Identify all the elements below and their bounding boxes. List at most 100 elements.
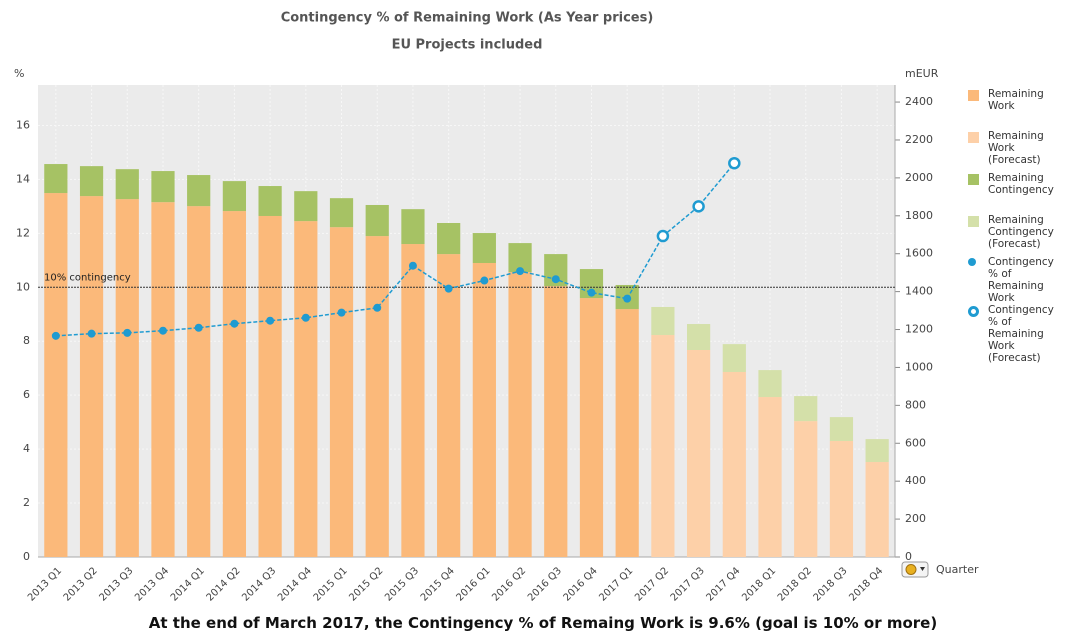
x-tick-label: 2017 Q3 (669, 565, 707, 603)
legend-item: Remaining Work (968, 88, 1084, 130)
bar (294, 191, 318, 222)
bar (615, 309, 639, 557)
line-marker (516, 267, 525, 276)
line-marker (480, 276, 489, 285)
y-tick-label: 10 (16, 280, 30, 293)
y-tick-label: 16 (16, 118, 30, 131)
bar (222, 181, 247, 212)
legend-item: Remaining Work (Forecast) (968, 130, 1084, 172)
bar (472, 262, 496, 557)
x-tick-label: 2014 Q3 (240, 565, 278, 603)
legend-label: Remaining Work (Forecast) (988, 130, 1044, 166)
line-marker (158, 326, 167, 335)
y2-tick-label: 0 (905, 550, 912, 563)
bar (865, 439, 889, 463)
y-tick-label: 6 (23, 388, 30, 401)
y2-tick-label: 1800 (905, 209, 933, 222)
caption: At the end of March 2017, the Contingenc… (148, 614, 938, 632)
bar (508, 272, 532, 557)
y2-tick-label: 1400 (905, 285, 933, 298)
line-connector (626, 235, 664, 299)
x-tick-label: 2017 Q1 (597, 565, 635, 603)
bar (579, 269, 604, 299)
y2-tick-label: 2200 (905, 133, 933, 146)
y2-tick-label: 1600 (905, 247, 933, 260)
x-tick-label: 2016 Q3 (526, 565, 564, 603)
reference-label: 10% contingency (44, 272, 131, 283)
legend-swatch (968, 306, 979, 317)
y-tick-label: 0 (23, 550, 30, 563)
bar (651, 306, 675, 336)
y2-tick-label: 600 (905, 436, 926, 449)
x-tick-label: 2015 Q1 (312, 565, 350, 603)
legend-item: Contingency % of Remaining Work (Forecas… (968, 304, 1084, 364)
plot-area (38, 85, 895, 557)
x-tick-label: 2013 Q4 (133, 565, 171, 603)
legend-swatch (968, 174, 979, 185)
line-marker (194, 323, 203, 332)
bar (508, 243, 532, 273)
legend-label: Remaining Contingency (Forecast) (988, 214, 1054, 250)
x-tick-label: 2014 Q4 (276, 565, 314, 603)
bar (365, 236, 389, 557)
x-tick-label: 2017 Q2 (633, 565, 671, 603)
bar (722, 344, 746, 372)
bar (758, 397, 782, 557)
line-marker (87, 329, 96, 338)
icon-gear[interactable] (905, 564, 917, 575)
bar (79, 196, 104, 558)
y-tick-label: 12 (16, 226, 30, 239)
bar (115, 199, 139, 557)
legend-swatch (968, 216, 979, 227)
y-tick-label: 2 (23, 496, 30, 509)
x-tick-label: 2015 Q4 (419, 565, 457, 603)
icon-arrow[interactable] (920, 567, 925, 571)
bar (401, 244, 425, 557)
bar (829, 440, 854, 557)
bar (758, 370, 782, 398)
y-tick-label: 14 (16, 172, 30, 185)
legend-swatch (968, 258, 976, 266)
x-tick-label: 2016 Q4 (562, 565, 600, 603)
line-marker (728, 156, 741, 170)
bar (151, 171, 175, 203)
legend-label: Remaining Work (988, 88, 1044, 112)
legend-label: Contingency % of Remaining Work (Forecas… (988, 304, 1054, 364)
line-marker (551, 275, 560, 284)
x-tick-label: 2017 Q4 (704, 565, 742, 603)
y-axis-label: % (14, 67, 24, 80)
x-tick-label: 2016 Q1 (455, 565, 493, 603)
y2-tick-label: 2000 (905, 171, 933, 184)
x-tick-label: 2014 Q2 (205, 565, 243, 603)
y-tick-label: 8 (23, 334, 30, 347)
legend-item: Remaining Contingency (968, 172, 1084, 214)
legend-swatch (968, 90, 979, 101)
bar (544, 286, 568, 557)
line-marker (623, 294, 632, 303)
x-tick-label: 2018 Q3 (812, 565, 850, 603)
y2-tick-label: 800 (905, 398, 926, 411)
x-tick-label: 2015 Q3 (383, 565, 421, 603)
line-marker (656, 229, 670, 243)
legend-swatch (968, 132, 979, 143)
bar (651, 335, 675, 557)
x-tick-label: 2018 Q1 (740, 565, 778, 603)
line-marker (266, 316, 275, 325)
line-marker (692, 200, 705, 213)
line-marker (301, 313, 310, 322)
bar (79, 166, 104, 197)
bar (794, 421, 818, 557)
x-tick-label: 2013 Q1 (26, 565, 64, 603)
bar (258, 215, 282, 557)
quarter-icon[interactable] (901, 561, 929, 578)
line-marker (337, 308, 346, 317)
line (662, 162, 735, 237)
legend-label: Contingency % of Remaining Work (988, 256, 1054, 304)
y2-tick-label: 1000 (905, 360, 933, 373)
bar (294, 221, 318, 557)
x-tick-label: 2016 Q2 (490, 565, 528, 603)
bar (401, 209, 425, 245)
bar (44, 193, 68, 557)
